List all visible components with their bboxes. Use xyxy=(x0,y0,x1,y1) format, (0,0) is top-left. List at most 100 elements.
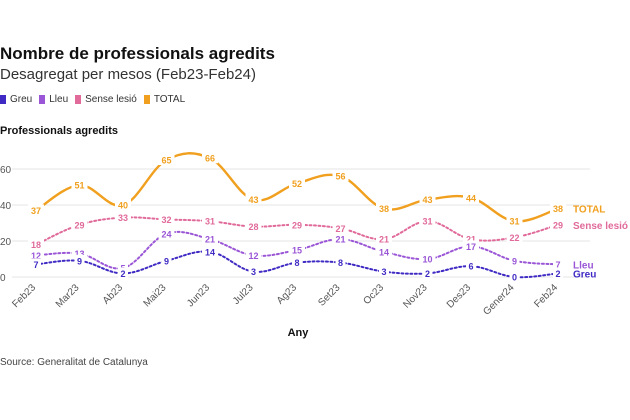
data-label-bg-lleu-1 xyxy=(71,247,88,259)
data-label-bg-greu-6 xyxy=(292,256,302,268)
data-label-bg-total-0 xyxy=(28,204,44,216)
data-label-bg-greu-10 xyxy=(466,260,476,272)
data-label-total-9: 43 xyxy=(422,195,432,205)
legend-item-greu: Greu xyxy=(0,94,32,105)
data-label-bg-lleu-5 xyxy=(245,249,262,261)
data-label-bg-total-7 xyxy=(332,170,349,182)
data-label-lleu-0: 12 xyxy=(31,251,41,261)
source-note: Source: Generalitat de Catalunya xyxy=(0,357,148,368)
data-label-total-12: 38 xyxy=(553,204,563,214)
data-label-bg-sense-lesio-0 xyxy=(28,238,44,250)
data-label-lleu-9: 10 xyxy=(422,255,432,265)
data-label-sense-lesio-9: 31 xyxy=(422,217,432,227)
data-label-sense-lesio-11: 22 xyxy=(509,233,519,243)
data-label-greu-2: 2 xyxy=(120,269,125,279)
data-label-bg-greu-7 xyxy=(335,256,346,268)
data-label-greu-11: 0 xyxy=(512,273,517,283)
data-label-bg-total-11 xyxy=(506,215,523,227)
y-tick-label-20: 20 xyxy=(0,237,12,248)
data-label-sense-lesio-6: 29 xyxy=(292,220,302,230)
data-label-bg-sense-lesio-4 xyxy=(202,215,218,227)
data-label-greu-8: 3 xyxy=(381,267,386,277)
data-label-bg-lleu-12 xyxy=(553,258,563,270)
data-label-bg-sense-lesio-2 xyxy=(115,211,131,223)
data-label-bg-sense-lesio-7 xyxy=(332,222,349,234)
data-label-bg-greu-5 xyxy=(248,265,259,277)
data-label-total-10: 44 xyxy=(466,193,476,203)
data-label-total-8: 38 xyxy=(379,204,389,214)
data-label-bg-greu-11 xyxy=(509,271,520,282)
data-label-sense-lesio-5: 28 xyxy=(248,222,258,232)
data-label-bg-sense-lesio-1 xyxy=(71,218,88,230)
series-end-label-lleu: Lleu xyxy=(573,260,594,271)
data-label-sense-lesio-3: 32 xyxy=(161,215,171,225)
legend-label-lleu: Lleu xyxy=(49,94,69,105)
data-label-bg-sense-lesio-9 xyxy=(419,215,436,227)
y-axis-title: Professionals agredits xyxy=(0,125,118,137)
data-label-bg-sense-lesio-10 xyxy=(463,233,479,245)
x-tick-label-ag23: Ag23 xyxy=(275,282,300,307)
data-label-greu-9: 2 xyxy=(425,269,430,279)
data-label-sense-lesio-2: 33 xyxy=(118,213,128,223)
data-label-sense-lesio-0: 18 xyxy=(31,240,41,250)
data-label-greu-12: 2 xyxy=(555,269,560,279)
data-label-bg-lleu-8 xyxy=(376,245,392,257)
data-label-lleu-5: 12 xyxy=(248,251,258,261)
data-label-bg-total-3 xyxy=(158,154,175,165)
x-tick-label-gener24: Gener24 xyxy=(481,282,517,318)
data-label-greu-5: 3 xyxy=(251,267,256,277)
data-label-total-4: 66 xyxy=(205,154,215,164)
legend-swatch-sense-lesio xyxy=(75,95,82,104)
data-label-lleu-12: 7 xyxy=(555,260,560,270)
legend-label-greu: Greu xyxy=(10,94,33,105)
data-label-lleu-4: 21 xyxy=(205,235,215,245)
series-end-label-sense-lesio: Sense lesió xyxy=(573,221,628,232)
x-tick-label-set23: Set23 xyxy=(316,282,343,309)
data-label-greu-10: 6 xyxy=(468,262,473,272)
data-label-bg-lleu-0 xyxy=(28,249,44,261)
data-label-greu-6: 8 xyxy=(294,258,299,268)
chart-title: Nombre de professionals agredits xyxy=(0,44,275,63)
data-label-lleu-10: 17 xyxy=(466,242,476,252)
x-tick-label-nov23: Nov23 xyxy=(401,282,430,311)
data-label-bg-sense-lesio-11 xyxy=(506,231,523,243)
data-label-lleu-11: 9 xyxy=(512,256,517,266)
data-label-bg-sense-lesio-8 xyxy=(376,233,392,245)
data-label-total-1: 51 xyxy=(74,181,84,191)
series-end-label-total: TOTAL xyxy=(573,205,605,216)
data-label-bg-lleu-4 xyxy=(202,233,218,245)
legend-item-total: TOTAL xyxy=(143,94,185,105)
data-label-bg-greu-1 xyxy=(74,254,85,266)
data-label-total-2: 40 xyxy=(118,201,128,211)
data-label-bg-total-2 xyxy=(115,199,131,210)
data-label-bg-total-8 xyxy=(376,202,392,214)
data-label-bg-total-1 xyxy=(71,179,88,191)
legend-swatch-greu xyxy=(0,95,6,104)
data-label-total-6: 52 xyxy=(292,179,302,189)
data-label-bg-greu-3 xyxy=(161,254,172,266)
data-label-sense-lesio-4: 31 xyxy=(205,217,215,227)
data-label-greu-4: 14 xyxy=(205,247,215,257)
x-tick-label-ab23: Ab23 xyxy=(101,282,126,307)
legend-swatch-total xyxy=(143,95,150,104)
x-tick-label-mai23: Mai23 xyxy=(142,282,169,309)
legend-item-lleu: Lleu xyxy=(39,94,68,105)
x-tick-label-jul23: Jul23 xyxy=(231,282,256,307)
data-label-lleu-1: 13 xyxy=(74,249,84,259)
data-label-lleu-8: 14 xyxy=(379,247,389,257)
data-label-bg-greu-2 xyxy=(118,267,128,279)
data-label-total-7: 56 xyxy=(335,172,345,182)
data-label-sense-lesio-12: 29 xyxy=(553,220,563,230)
data-label-bg-lleu-11 xyxy=(509,254,520,266)
data-label-greu-1: 9 xyxy=(77,256,82,266)
data-label-bg-greu-0 xyxy=(31,258,41,270)
x-tick-label-jun23: Jun23 xyxy=(185,282,212,309)
data-label-bg-greu-8 xyxy=(379,265,389,277)
data-label-bg-lleu-9 xyxy=(419,253,436,264)
data-label-sense-lesio-10: 21 xyxy=(466,235,476,245)
data-label-bg-greu-4 xyxy=(202,245,218,257)
data-label-greu-7: 8 xyxy=(338,258,343,268)
data-label-bg-lleu-7 xyxy=(332,233,349,245)
data-label-bg-greu-12 xyxy=(553,267,563,279)
data-label-total-5: 43 xyxy=(248,195,258,205)
